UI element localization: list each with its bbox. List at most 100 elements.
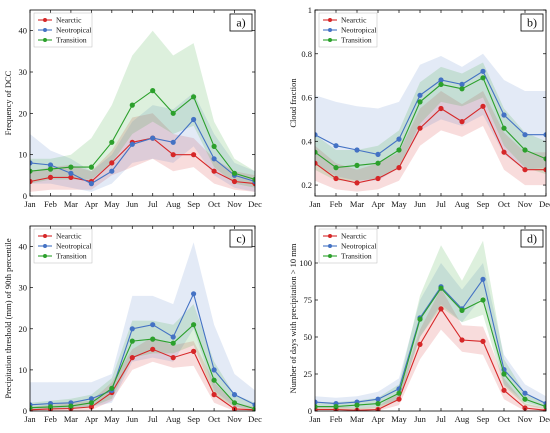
point-neotropical-aug [459,81,465,88]
series-line-transition [30,323,255,410]
point-nearctic-oct [501,149,507,155]
point-neotropical-jul [150,322,156,328]
x-tick-label: Dec [248,199,262,209]
series-line-transition [315,287,546,408]
x-tick-label: Oct [498,414,511,424]
point-neotropical-apr [375,151,381,157]
series-line-neotropical [315,70,546,155]
point-transition-mar [68,164,74,170]
x-tick-label: Oct [208,199,221,209]
x-tick-label: Sep [187,414,200,424]
y-tick-label: 20 [19,108,28,118]
point-transition-nov [522,396,528,402]
x-tick-label: Jul [148,199,159,209]
x-tick-label: Aug [166,414,181,424]
point-nearctic-nov [231,178,238,185]
panel-1: Jan Feb Mar Apr May Jun Jul Aug Sep Oct Nov Dec 0 10 2… [3,9,262,209]
legend-marker [43,254,47,258]
y-axis-label: Precipitation threshold (mm) of 90th per… [3,238,13,399]
x-tick-label: Oct [208,414,221,424]
point-transition-apr [375,160,381,166]
point-nearctic-aug [170,152,176,158]
point-neotropical-mar [354,147,360,153]
point-transition-jul [150,88,156,94]
x-tick-label: Apr [85,414,98,424]
legend-label-transition: Transition [56,36,87,45]
point-transition-nov [231,400,238,406]
point-nearctic-feb [333,175,339,182]
series-line-nearctic [30,348,255,411]
point-transition-oct [501,125,507,131]
series-line-neotropical [30,292,255,406]
point-neotropical-oct [501,112,507,118]
y-tick-label: 0 [23,406,27,416]
panel-label-box [229,13,253,32]
legend-marker [328,18,332,22]
legend-label-nearctic: Nearctic [56,16,82,25]
band-neotropical [30,92,255,192]
band-nearctic [315,288,546,411]
x-tick-label: Jun [414,414,427,424]
point-nearctic-oct [501,387,507,393]
y-tick-label: 30 [19,67,28,77]
x-tick-label: May [104,414,120,424]
legend-label-neotropical: Neotropical [341,26,376,35]
x-tick-label: May [391,414,407,424]
band-transition [315,240,546,410]
panel-2: Jan Feb Mar Apr May Jun Jul Aug Sep Oct Nov Dec 0.2 0… [288,5,550,209]
point-neotropical-sep [480,276,486,282]
point-transition-jan [30,168,33,174]
x-tick-label: Aug [455,414,470,424]
x-tick-label: Nov [518,199,533,209]
panel-4: Jan Feb Mar Apr May Jun Jul Aug Sep Oct Nov Dec 0 25 5… [288,225,550,424]
panel-label-box [520,229,544,248]
point-transition-jan [30,405,33,411]
series-line-nearctic [315,307,546,411]
x-tick-label: Apr [85,199,98,209]
band-transition [315,62,546,181]
point-nearctic-may [396,165,402,171]
point-nearctic-sep [191,152,197,158]
point-transition-apr [88,400,95,406]
point-neotropical-jun [129,141,135,147]
x-tick-label: Apr [371,199,384,209]
panel-3: Jan Feb Mar Apr May Jun Jul Aug Sep Oct Nov Dec 0 10 2… [3,225,262,424]
point-transition-aug [459,86,465,92]
point-nearctic-jun [417,125,423,131]
point-transition-jan [315,149,318,155]
plot-area [30,30,255,192]
x-tick-label: Feb [330,414,343,424]
x-tick-label: Mar [350,199,364,209]
panel-label: b) [527,16,537,30]
plot-area [315,53,546,192]
point-nearctic-mar [354,180,360,186]
point-transition-aug [170,110,176,116]
point-transition-may [109,139,115,145]
point-neotropical-nov [522,132,528,138]
point-transition-sep [480,75,486,81]
point-nearctic-sep [191,348,197,354]
x-tick-label: Aug [166,199,181,209]
y-tick-label: 0 [308,406,312,416]
point-transition-feb [47,166,54,172]
x-tick-label: Jun [126,199,139,209]
legend-marker [328,38,332,42]
point-nearctic-jul [438,306,444,312]
legend-marker [43,28,47,32]
band-neotropical [30,242,255,409]
y-tick-label: 0.6 [301,93,312,103]
point-transition-nov [522,147,528,153]
band-transition [30,30,255,188]
x-tick-label: Jan [24,414,36,424]
point-neotropical-jun [129,326,135,332]
point-neotropical-aug [170,139,176,145]
panel-label: c) [236,232,245,246]
point-neotropical-jul [150,135,156,141]
y-axis-label: Cloud fraction [288,78,298,128]
point-transition-may [109,385,115,391]
